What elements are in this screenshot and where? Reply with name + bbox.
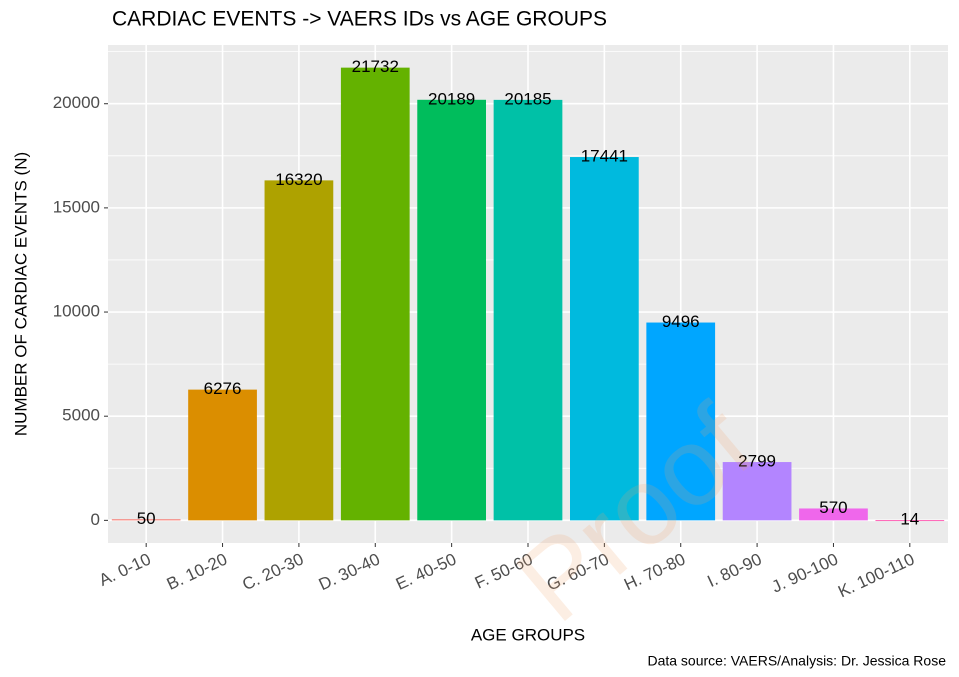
bar [188, 389, 257, 521]
value-label: 2799 [738, 452, 776, 471]
value-label: 570 [819, 498, 847, 517]
x-tick-label: K. 100-110 [835, 549, 917, 601]
x-tick-label: A. 0-10 [96, 549, 154, 589]
chart-title: CARDIAC EVENTS -> VAERS IDs vs AGE GROUP… [112, 8, 607, 31]
value-label: 21732 [352, 57, 399, 76]
y-tick-label: 10000 [53, 302, 100, 321]
bar [799, 508, 868, 521]
bar [493, 99, 563, 521]
y-tick-label: 15000 [53, 197, 100, 216]
caption: Data source: VAERS/Analysis: Dr. Jessica… [647, 653, 946, 669]
bar [111, 519, 181, 521]
x-tick-label: D. 30-40 [316, 549, 383, 594]
value-label: 20185 [504, 89, 551, 108]
x-axis-label: AGE GROUPS [471, 625, 585, 644]
value-label: 14 [900, 510, 919, 529]
y-tick-label: 20000 [53, 93, 100, 112]
x-tick-label: E. 40-50 [393, 549, 459, 593]
y-tick-label: 0 [91, 510, 100, 529]
value-label: 50 [137, 509, 156, 528]
x-tick-label: C. 20-30 [239, 549, 306, 594]
x-tick-label: I. 80-90 [704, 549, 764, 591]
value-label: 17441 [581, 147, 628, 166]
y-axis-label: NUMBER OF CARDIAC EVENTS (N) [11, 152, 30, 436]
bar [340, 67, 410, 521]
bar [875, 520, 945, 522]
x-tick-label: B. 10-20 [164, 549, 230, 593]
bar [264, 180, 334, 521]
value-label: 20189 [428, 89, 475, 108]
bar [417, 99, 486, 521]
y-tick-label: 5000 [62, 406, 100, 425]
value-label: 9496 [662, 312, 700, 331]
bar [570, 157, 639, 521]
value-label: 6276 [204, 379, 242, 398]
bar [646, 322, 716, 521]
value-label: 16320 [275, 170, 322, 189]
x-tick-label: J. 90-100 [769, 549, 841, 596]
bar [722, 462, 792, 521]
